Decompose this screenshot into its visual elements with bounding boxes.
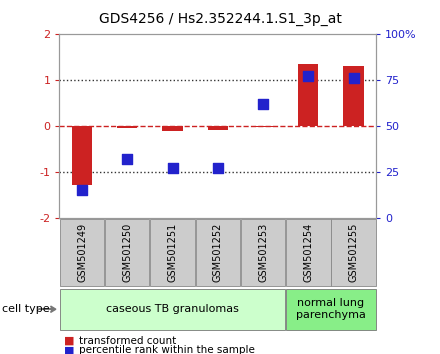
Text: GSM501255: GSM501255 bbox=[348, 223, 359, 282]
Bar bbox=[162, 126, 183, 131]
Bar bbox=[117, 126, 137, 128]
Text: GDS4256 / Hs2.352244.1.S1_3p_at: GDS4256 / Hs2.352244.1.S1_3p_at bbox=[99, 12, 341, 27]
Bar bbox=[343, 66, 364, 126]
Point bbox=[78, 187, 85, 193]
Text: GSM501253: GSM501253 bbox=[258, 223, 268, 282]
Point bbox=[169, 165, 176, 171]
Text: GSM501254: GSM501254 bbox=[303, 223, 313, 282]
Text: GSM501252: GSM501252 bbox=[213, 223, 223, 282]
Text: cell type: cell type bbox=[2, 304, 50, 314]
Text: GSM501249: GSM501249 bbox=[77, 223, 87, 282]
Text: ■: ■ bbox=[64, 336, 74, 346]
Point bbox=[214, 165, 221, 171]
Point bbox=[305, 73, 312, 79]
Bar bbox=[208, 126, 228, 130]
Point bbox=[350, 75, 357, 81]
Text: transformed count: transformed count bbox=[79, 336, 176, 346]
Text: ■: ■ bbox=[64, 346, 74, 354]
Point bbox=[124, 156, 131, 162]
Text: percentile rank within the sample: percentile rank within the sample bbox=[79, 346, 255, 354]
Point bbox=[260, 101, 267, 107]
Bar bbox=[72, 126, 92, 185]
Bar bbox=[253, 126, 273, 127]
Bar bbox=[298, 64, 319, 126]
Text: normal lung
parenchyma: normal lung parenchyma bbox=[296, 298, 366, 320]
Text: GSM501250: GSM501250 bbox=[122, 223, 132, 282]
Text: caseous TB granulomas: caseous TB granulomas bbox=[106, 304, 239, 314]
Text: GSM501251: GSM501251 bbox=[168, 223, 178, 282]
